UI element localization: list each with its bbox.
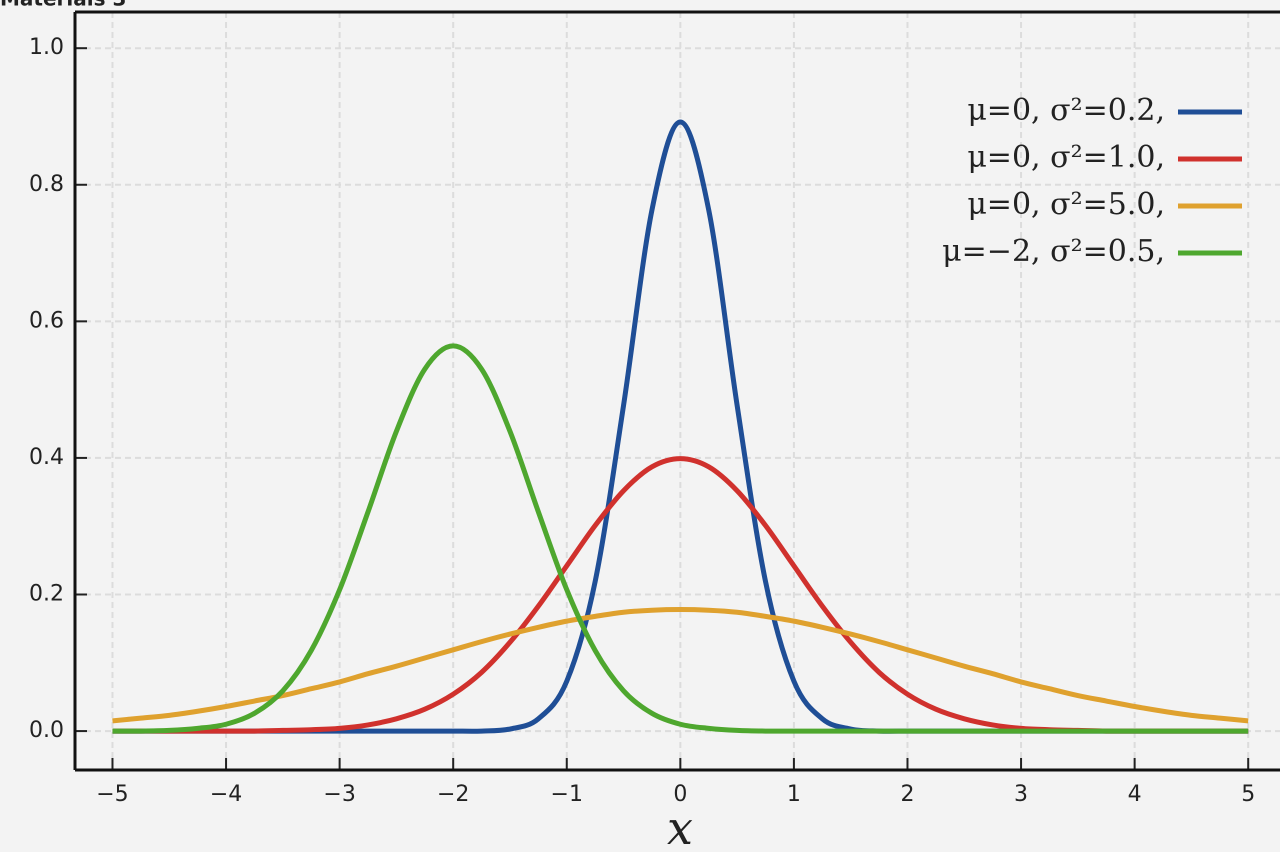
x-tick-label: −2 [437, 782, 469, 807]
y-tick-label: 1.0 [29, 35, 64, 60]
y-tick-label: 0.0 [29, 718, 64, 743]
x-tick-label: 3 [1014, 782, 1028, 807]
x-tick-label: −3 [323, 782, 355, 807]
legend-label: μ=0, σ²=0.2, [967, 93, 1165, 128]
y-tick-label: 0.6 [29, 308, 64, 333]
x-tick-label: 0 [673, 782, 687, 807]
x-tick-label: −4 [210, 782, 242, 807]
x-tick-label: 5 [1241, 782, 1255, 807]
y-tick-label: 0.2 [29, 581, 64, 606]
x-axis-label: x [667, 801, 693, 848]
legend-label: μ=−2, σ²=0.5, [942, 234, 1165, 269]
x-tick-label: 2 [900, 782, 914, 807]
x-tick-label: 1 [787, 782, 801, 807]
legend-label: μ=0, σ²=5.0, [967, 187, 1165, 222]
x-tick-label: −5 [96, 782, 128, 807]
series-line [112, 607, 1249, 724]
page-title: Materials 3 [0, 0, 126, 11]
series-line [112, 343, 1249, 734]
x-tick-label: −1 [551, 782, 583, 807]
y-tick-label: 0.4 [29, 445, 64, 470]
x-tick-label: 4 [1128, 782, 1142, 807]
legend-label: μ=0, σ²=1.0, [967, 140, 1165, 175]
y-tick-label: 0.8 [29, 172, 64, 197]
